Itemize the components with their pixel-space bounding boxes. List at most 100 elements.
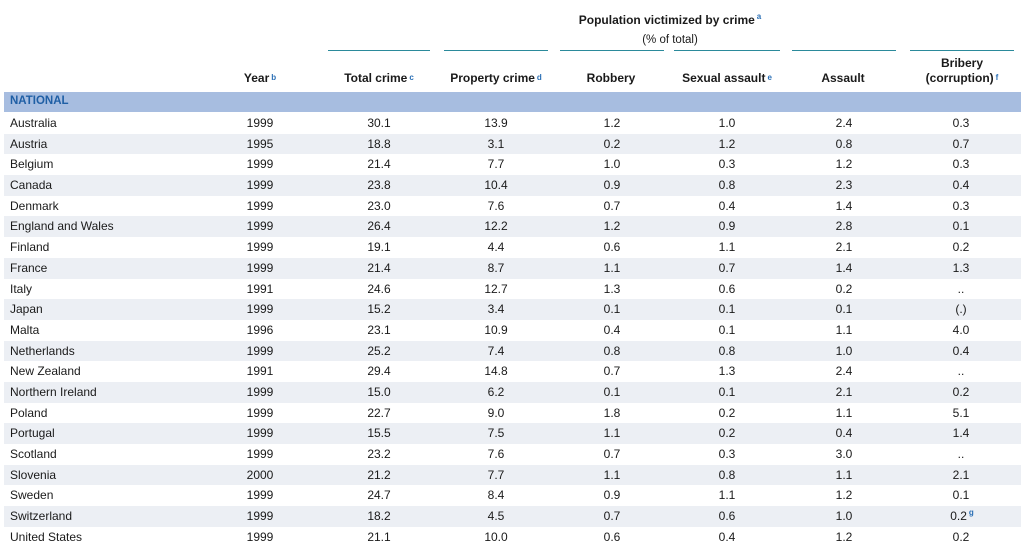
bribery-cell: 0.1 xyxy=(952,219,970,234)
assault-cell: 1.2 xyxy=(835,488,853,503)
year-cell: 1995 xyxy=(246,136,274,151)
group-subtitle: (% of total) xyxy=(642,34,698,46)
bribery-cell: 0.2 xyxy=(952,529,970,544)
robbery-cell: 0.9 xyxy=(603,178,621,193)
total-crime-cell: 23.2 xyxy=(367,447,391,461)
header-rule-sexual xyxy=(674,50,780,51)
assault-cell: 0.2 xyxy=(835,281,853,296)
country-cell: Canada xyxy=(10,178,53,193)
robbery-cell: 1.1 xyxy=(603,260,621,275)
robbery-cell: 0.7 xyxy=(603,198,621,213)
table-row: Northern Ireland 1999 15.0 6.2 0.1 0.1 2.1 0.2 xyxy=(4,381,1021,403)
country-cell: Finland xyxy=(10,240,50,255)
bribery-cell: 0.3 xyxy=(952,116,970,130)
table-row: New Zealand 1991 29.4 14.8 0.7 1.3 2.4.. xyxy=(4,361,1021,382)
bribery-cell: 0.1 xyxy=(952,488,970,503)
country-cell: England and Wales xyxy=(10,219,114,234)
total-crime-cell: 29.4 xyxy=(367,364,391,379)
country-cell: Slovenia xyxy=(10,467,57,482)
col-header-robbery: Robbery xyxy=(586,71,636,85)
robbery-cell: 0.4 xyxy=(603,322,621,337)
header-rule-robbery xyxy=(560,50,664,51)
sexual-assault-cell: 0.8 xyxy=(718,343,736,358)
year-cell: 1996 xyxy=(246,322,274,337)
property-crime-cell: 14.8 xyxy=(484,364,508,379)
property-crime-cell: 12.2 xyxy=(484,219,508,234)
col-header-sexual-assault: Sexual assault e xyxy=(682,71,772,85)
property-crime-cell: 7.6 xyxy=(487,447,505,461)
year-cell: 1991 xyxy=(246,281,274,296)
property-crime-cell: 7.5 xyxy=(487,426,505,441)
property-crime-cell: 10.4 xyxy=(484,178,508,193)
country-cell: Italy xyxy=(10,281,33,296)
assault-cell: 1.1 xyxy=(835,322,853,337)
sexual-assault-cell: 1.1 xyxy=(718,240,736,255)
bribery-cell: 0.4 xyxy=(952,343,970,358)
sexual-assault-cell: 1.2 xyxy=(718,136,736,151)
property-crime-cell: 9.0 xyxy=(487,405,505,420)
year-cell: 1999 xyxy=(246,488,274,503)
property-crime-cell: 6.2 xyxy=(487,384,505,399)
total-crime-cell: 18.2 xyxy=(367,509,391,524)
sexual-assault-cell: 0.7 xyxy=(718,260,736,275)
property-crime-cell: 3.1 xyxy=(487,136,505,151)
table-body: Australia 1999 30.1 13.9 1.2 1.0 2.4 0.3 Austria… xyxy=(4,113,1021,547)
year-cell: 1999 xyxy=(246,198,274,213)
table-row: France 1999 21.4 8.7 1.1 0.7 1.4 1.3 xyxy=(4,257,1021,279)
bribery-cell: 0.4 xyxy=(952,178,970,193)
assault-cell: 1.0 xyxy=(835,343,853,358)
robbery-cell: 1.8 xyxy=(603,405,621,420)
total-crime-cell: 21.4 xyxy=(367,157,391,172)
table-row: Malta 1996 23.1 10.9 0.4 0.1 1.1 4.0 xyxy=(4,320,1021,341)
table-row: Slovenia 2000 21.2 7.7 1.1 0.8 1.1 2.1 xyxy=(4,464,1021,486)
country-cell: Australia xyxy=(10,116,57,130)
property-crime-cell: 7.6 xyxy=(487,198,505,213)
table-row: Austria 1995 18.8 3.1 0.2 1.2 0.8 0.7 xyxy=(4,133,1021,155)
sexual-assault-cell: 0.6 xyxy=(718,281,736,296)
table-row: Belgium 1999 21.4 7.7 1.0 0.3 1.2 0.3 xyxy=(4,154,1021,175)
total-crime-cell: 23.8 xyxy=(367,178,391,193)
robbery-cell: 0.9 xyxy=(603,488,621,503)
country-cell: Sweden xyxy=(10,488,54,503)
total-crime-cell: 24.7 xyxy=(367,488,391,503)
sexual-assault-cell: 0.3 xyxy=(718,157,736,172)
property-crime-cell: 10.9 xyxy=(484,322,508,337)
bribery-cell: 5.1 xyxy=(952,405,970,420)
sexual-assault-cell: 0.6 xyxy=(718,509,736,524)
col-header-property-crime: Property crime d xyxy=(450,71,542,85)
year-cell: 1999 xyxy=(246,509,274,524)
year-cell: 2000 xyxy=(246,467,274,482)
sexual-assault-cell: 0.4 xyxy=(718,529,736,544)
year-cell: 1999 xyxy=(246,426,274,441)
robbery-cell: 0.7 xyxy=(603,509,621,524)
table-row: Denmark 1999 23.0 7.6 0.7 0.4 1.4 0.3 xyxy=(4,196,1021,217)
sexual-assault-cell: 0.9 xyxy=(718,219,736,234)
section-label: NATIONAL xyxy=(10,95,69,107)
table-row: Japan 1999 15.2 3.4 0.1 0.1 0.1 (.) xyxy=(4,299,1021,320)
robbery-cell: 1.2 xyxy=(603,116,621,130)
property-crime-cell: 4.4 xyxy=(487,240,505,255)
sexual-assault-cell: 0.1 xyxy=(718,302,736,317)
sexual-assault-cell: 1.1 xyxy=(718,488,736,503)
table-row: Netherlands 1999 25.2 7.4 0.8 0.8 1.0 0.4 xyxy=(4,340,1021,362)
year-cell: 1991 xyxy=(246,364,274,379)
year-cell: 1999 xyxy=(246,302,274,317)
table-row: Italy 1991 24.6 12.7 1.3 0.6 0.2.. xyxy=(4,279,1021,300)
year-cell: 1999 xyxy=(246,343,274,358)
total-crime-cell: 23.1 xyxy=(367,322,391,337)
assault-cell: 1.0 xyxy=(835,509,853,524)
sexual-assault-cell: 0.3 xyxy=(718,447,736,461)
assault-cell: 2.1 xyxy=(835,240,853,255)
property-crime-cell: 7.4 xyxy=(487,343,505,358)
header-rule-total xyxy=(328,50,430,51)
total-crime-cell: 19.1 xyxy=(367,240,391,255)
country-cell: Japan xyxy=(10,302,43,317)
total-crime-cell: 15.2 xyxy=(367,302,391,317)
property-crime-cell: 7.7 xyxy=(487,157,505,172)
property-crime-cell: 4.5 xyxy=(487,509,505,524)
sexual-assault-cell: 0.2 xyxy=(718,405,736,420)
robbery-cell: 0.1 xyxy=(603,384,621,399)
country-cell: Netherlands xyxy=(10,343,75,358)
country-cell: New Zealand xyxy=(10,364,81,379)
assault-cell: 2.8 xyxy=(835,219,853,234)
